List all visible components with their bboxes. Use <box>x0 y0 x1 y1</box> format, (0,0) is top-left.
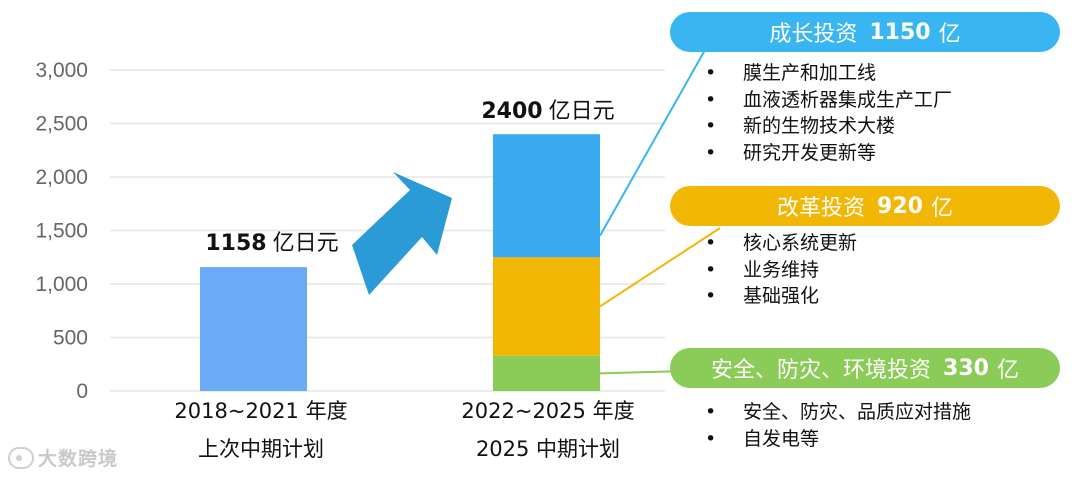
list-item: 膜生产和加工线 <box>705 60 952 87</box>
callout-reform-pill: 改革投资 920 亿 <box>670 186 1060 226</box>
y-tick-label: 2,500 <box>35 113 88 136</box>
callout-safety-title: 安全、防灾、环境投资 <box>711 358 932 383</box>
x-label-2-line2: 2025 中期计划 <box>476 437 620 461</box>
list-item: 血液透析器集成生产工厂 <box>705 87 952 114</box>
bar-segment <box>200 267 307 391</box>
bar-segment <box>493 134 600 258</box>
callout-safety-pill: 安全、防灾、环境投资 330 亿 <box>670 348 1060 388</box>
callout-growth-title: 成长投资 <box>769 22 858 47</box>
y-tick-label: 3,000 <box>35 59 88 82</box>
bar-segment <box>493 355 600 391</box>
callout-connector-line <box>599 49 706 237</box>
list-item: 研究开发更新等 <box>705 140 952 167</box>
callout-growth-list: 膜生产和加工线 血液透析器集成生产工厂 新的生物技术大楼 研究开发更新等 <box>705 60 952 166</box>
callout-connector-line <box>599 227 721 308</box>
list-item: 核心系统更新 <box>705 230 857 257</box>
callout-growth-value: 1150 <box>869 19 931 45</box>
callout-reform-value: 920 <box>877 193 923 219</box>
list-item: 安全、防灾、品质应对措施 <box>705 399 971 426</box>
callout-safety-unit: 亿 <box>996 358 1019 383</box>
y-axis-ticks: 0 500 1,000 1,500 2,000 2,500 3,000 <box>35 59 88 403</box>
callout-reform-unit: 亿 <box>930 196 953 221</box>
bar-segment <box>493 257 600 356</box>
list-item: 自发电等 <box>705 426 971 453</box>
total-label-1: 1158 亿日元 <box>205 231 338 256</box>
y-tick-label: 1,500 <box>35 220 88 243</box>
callout-growth-pill: 成长投资 1150 亿 <box>670 12 1060 52</box>
watermark-text: 大数跨境 <box>38 448 119 470</box>
watermark-icon <box>8 446 34 469</box>
y-tick-label: 500 <box>53 327 88 350</box>
x-label-1-line1: 2018~2021 年度 <box>174 399 347 423</box>
list-item: 业务维持 <box>705 257 857 284</box>
callout-reform-title: 改革投资 <box>777 196 866 221</box>
total-label-2: 2400 亿日元 <box>481 99 614 124</box>
x-label-1-line2: 上次中期计划 <box>198 437 324 461</box>
y-tick-label: 2,000 <box>35 166 88 189</box>
list-item: 新的生物技术大楼 <box>705 113 952 140</box>
watermark-logo: 大数跨境 <box>8 444 118 471</box>
list-item: 基础强化 <box>705 283 857 310</box>
callout-growth-unit: 亿 <box>938 22 961 47</box>
callout-safety-list: 安全、防灾、品质应对措施 自发电等 <box>705 399 971 452</box>
y-tick-label: 0 <box>76 380 88 403</box>
callout-reform-list: 核心系统更新 业务维持 基础强化 <box>705 230 857 310</box>
growth-arrow-icon <box>352 172 452 295</box>
y-tick-label: 1,000 <box>35 273 88 296</box>
callout-safety-value: 330 <box>943 355 989 381</box>
bars <box>200 134 600 391</box>
x-label-2-line1: 2022~2025 年度 <box>461 399 634 423</box>
